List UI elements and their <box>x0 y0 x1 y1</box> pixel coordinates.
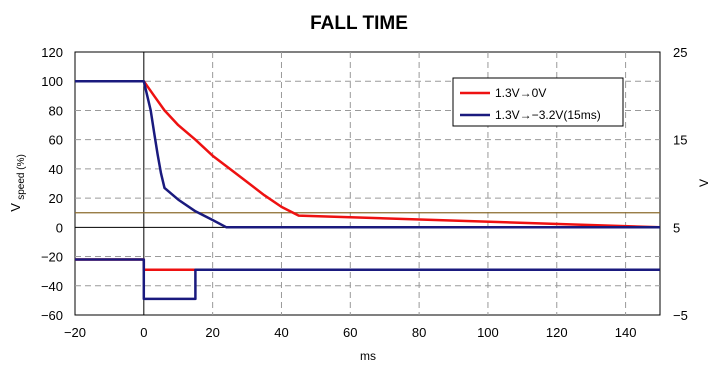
x-tick-labels: −20 0 20 40 60 80 100 120 140 <box>64 325 636 340</box>
legend-label-1: 1.3V→−3.2V(15ms) <box>495 108 601 122</box>
series-line-3 <box>75 258 660 301</box>
y-tick-label: 20 <box>49 191 63 206</box>
svg-text:V speed (%): V speed (%) <box>8 154 27 212</box>
y-tick-label: 40 <box>49 162 63 177</box>
x-tick-label: 40 <box>274 325 288 340</box>
series-line-0 <box>75 79 661 229</box>
x-axis-title: ms <box>360 349 376 363</box>
series-layer <box>75 79 661 301</box>
y2-tick-label: 15 <box>673 133 687 148</box>
x-tick-label: 60 <box>343 325 357 340</box>
x-tick-label: 120 <box>546 325 568 340</box>
grid-lines <box>75 52 660 315</box>
y-tick-label: 120 <box>41 45 63 60</box>
y-axis-title-sub: speed (%) <box>16 154 27 200</box>
y-tick-label: −40 <box>41 279 63 294</box>
y2-tick-label: −5 <box>673 308 688 323</box>
legend-box <box>452 77 624 127</box>
x-tick-label: −20 <box>64 325 86 340</box>
y-tick-label: −60 <box>41 308 63 323</box>
y2-tick-label: 5 <box>673 220 680 235</box>
y-tick-label: 60 <box>49 133 63 148</box>
x-tick-label: 20 <box>205 325 219 340</box>
y-tick-label: 80 <box>49 103 63 118</box>
series-line-1 <box>75 79 660 229</box>
x-tick-label: 0 <box>140 325 147 340</box>
x-tick-label: 140 <box>615 325 637 340</box>
x-tick-label: 100 <box>477 325 499 340</box>
y-axis-title: V speed (%) <box>8 154 27 212</box>
y2-tick-label: 25 <box>673 45 687 60</box>
y2-axis-title: V <box>697 179 711 187</box>
x-tick-label: 80 <box>412 325 426 340</box>
y-tick-label: 0 <box>56 220 63 235</box>
y-axis-title-main: V <box>8 203 23 212</box>
legend-label-0: 1.3V→0V <box>495 86 546 100</box>
y-tick-label: 100 <box>41 74 63 89</box>
y-tick-labels: −60 −40 −20 0 20 40 60 80 100 120 <box>41 45 63 323</box>
y2-tick-labels: −5 5 15 25 <box>673 45 688 323</box>
legend: 1.3V→0V 1.3V→−3.2V(15ms) <box>452 77 624 127</box>
y-tick-label: −20 <box>41 250 63 265</box>
chart-title: FALL TIME <box>310 13 408 34</box>
